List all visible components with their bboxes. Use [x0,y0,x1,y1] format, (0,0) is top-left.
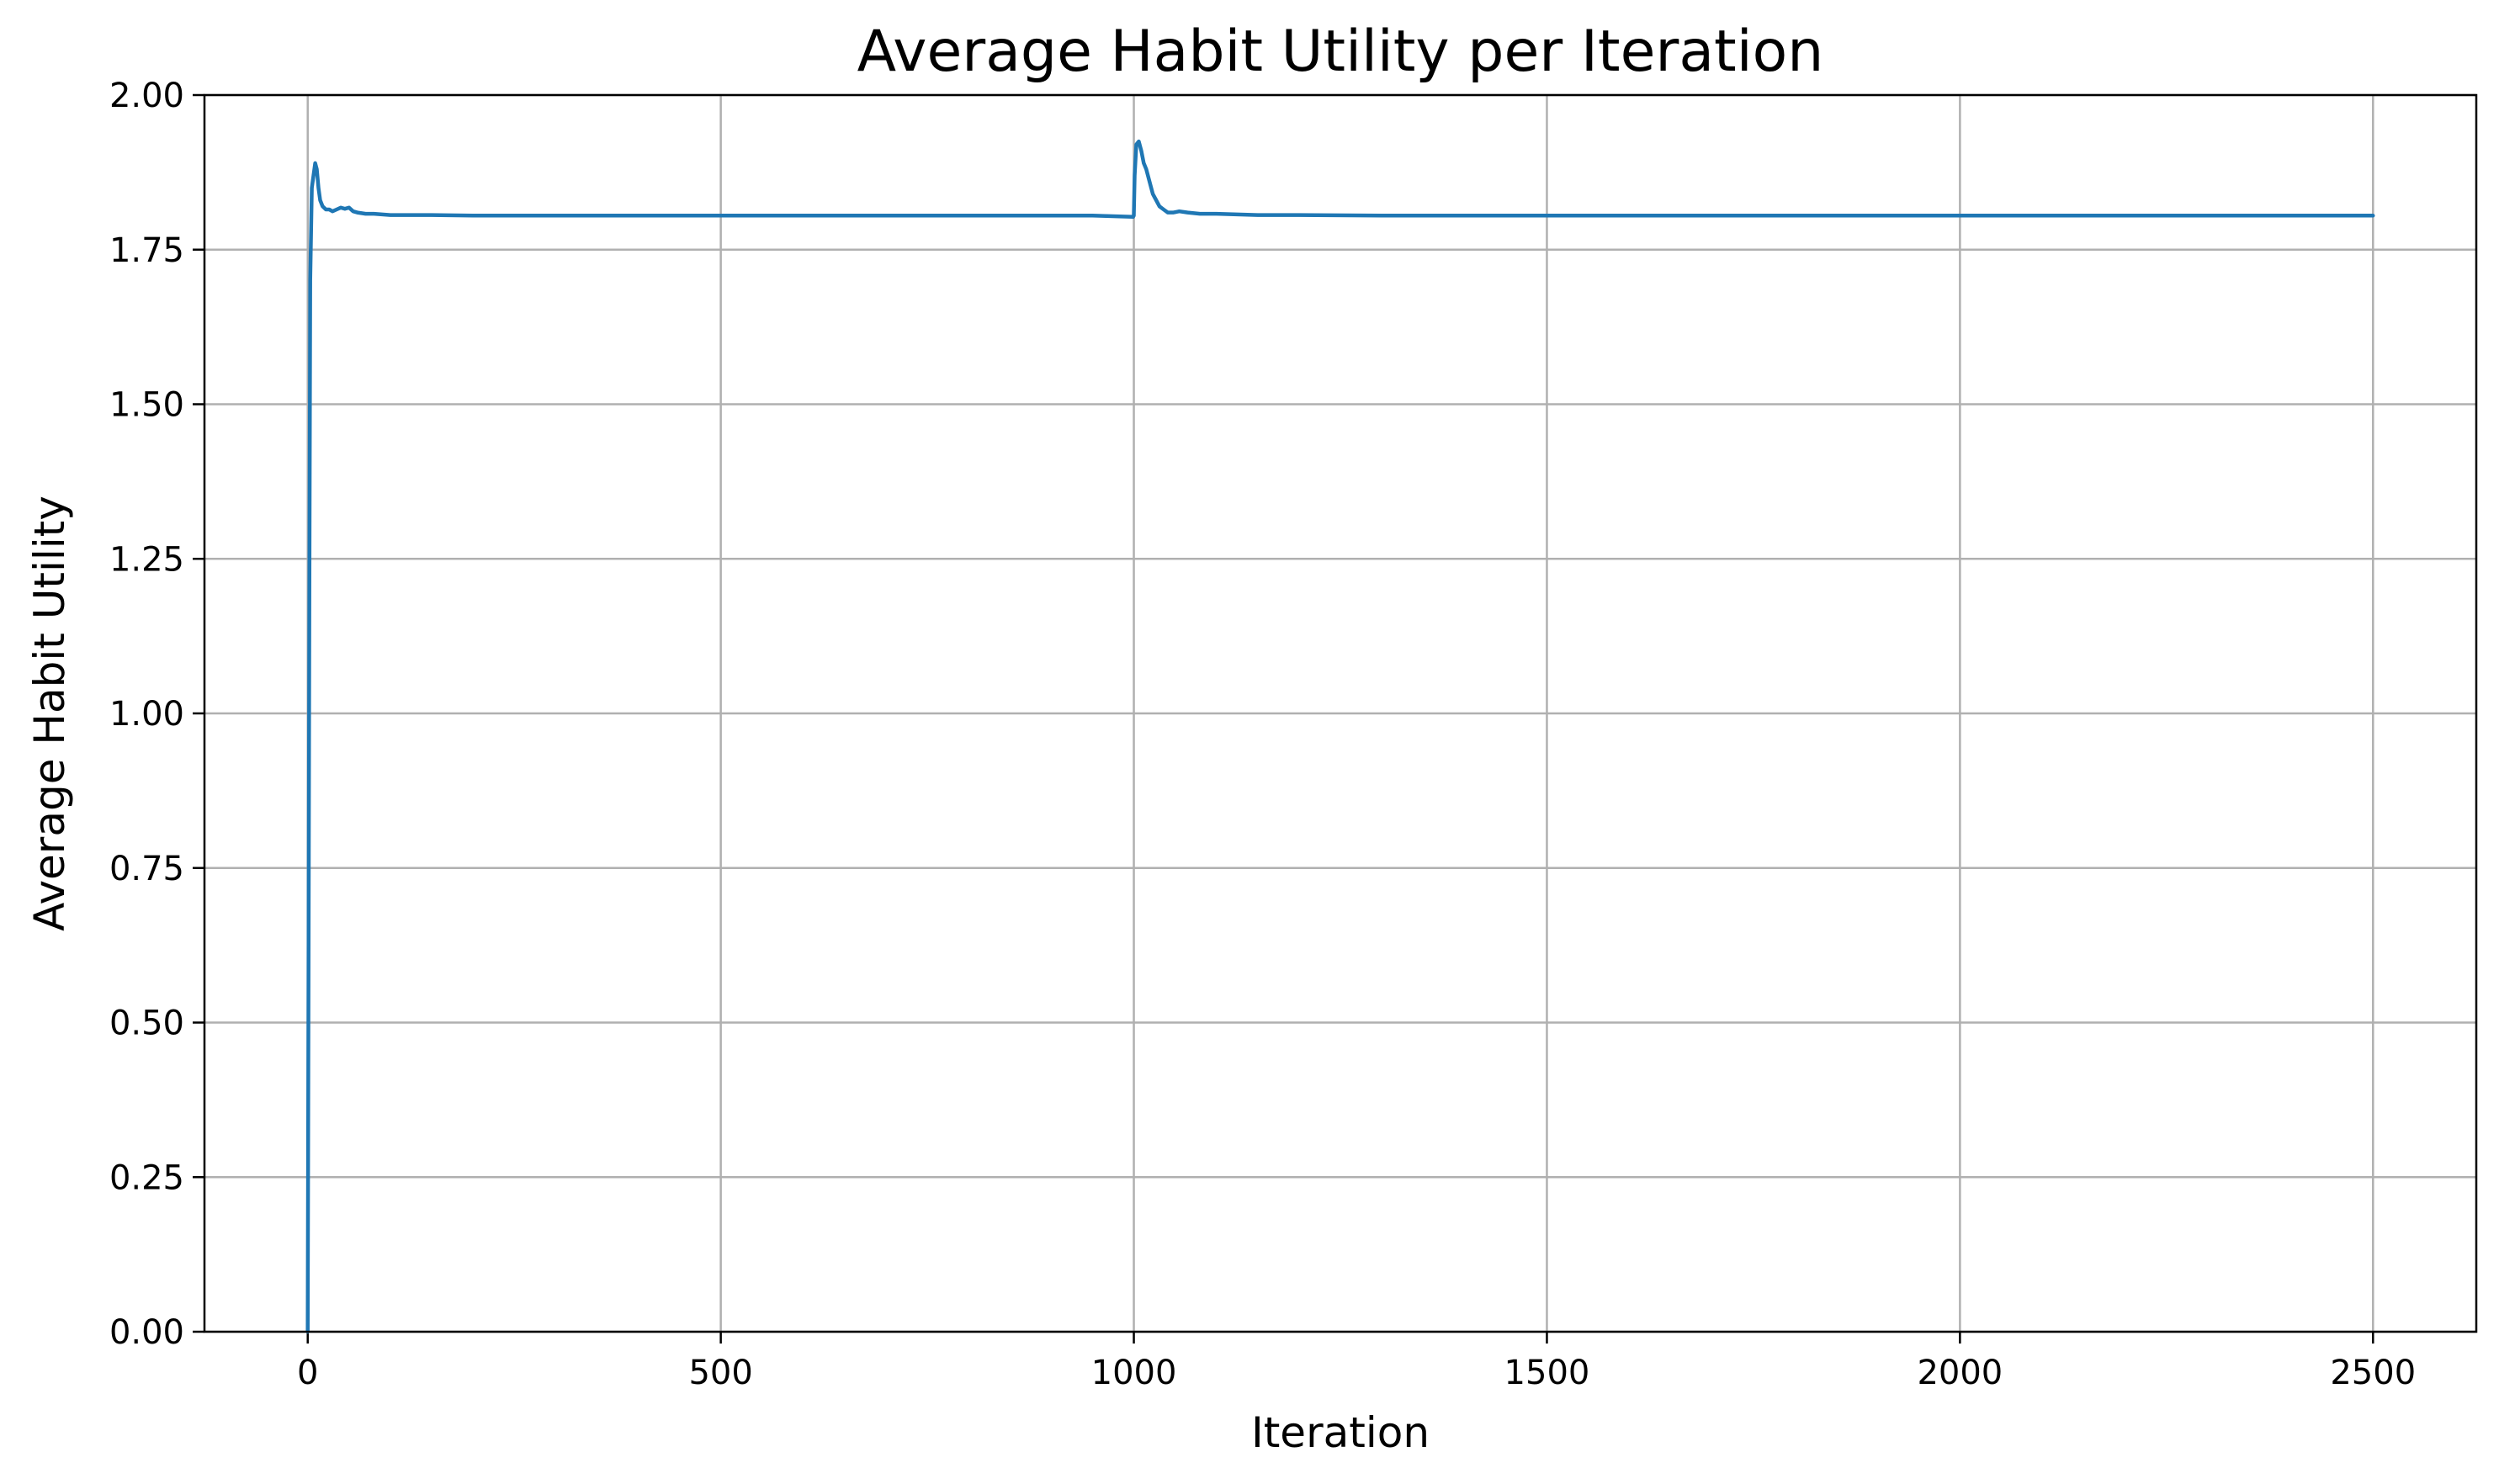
y-tick-label: 2.00 [109,77,184,115]
x-tick-label: 500 [688,1354,752,1392]
x-axis-label: Iteration [1251,1408,1430,1457]
axis-ticks: 0 500 1000 1500 2000 2500 0.00 0.25 0.50 0.75 1.00… [109,77,2416,1392]
y-tick-label: 1.25 [109,540,184,579]
x-tick-label: 2500 [2330,1354,2416,1392]
y-tick-label: 0.75 [109,850,184,888]
y-tick-label: 0.00 [109,1313,184,1352]
series-line [305,139,2375,1334]
y-tick-label: 0.50 [109,1004,184,1043]
grid-lines [204,93,2476,1333]
x-tick-label: 0 [297,1354,318,1392]
y-tick-label: 1.00 [109,695,184,734]
x-tick-label: 1500 [1504,1354,1590,1392]
y-axis-label: Average Habit Utility [25,496,74,931]
x-tick-label: 2000 [1917,1354,2003,1392]
plot-frame [203,93,2478,1333]
y-tick-label: 0.25 [109,1158,184,1197]
y-tick-label: 1.50 [109,386,184,425]
y-tick-label: 1.75 [109,231,184,270]
chart-title: Average Habit Utility per Iteration [857,19,1824,85]
x-tick-label: 1000 [1091,1354,1177,1392]
series-layer [305,139,2375,1334]
